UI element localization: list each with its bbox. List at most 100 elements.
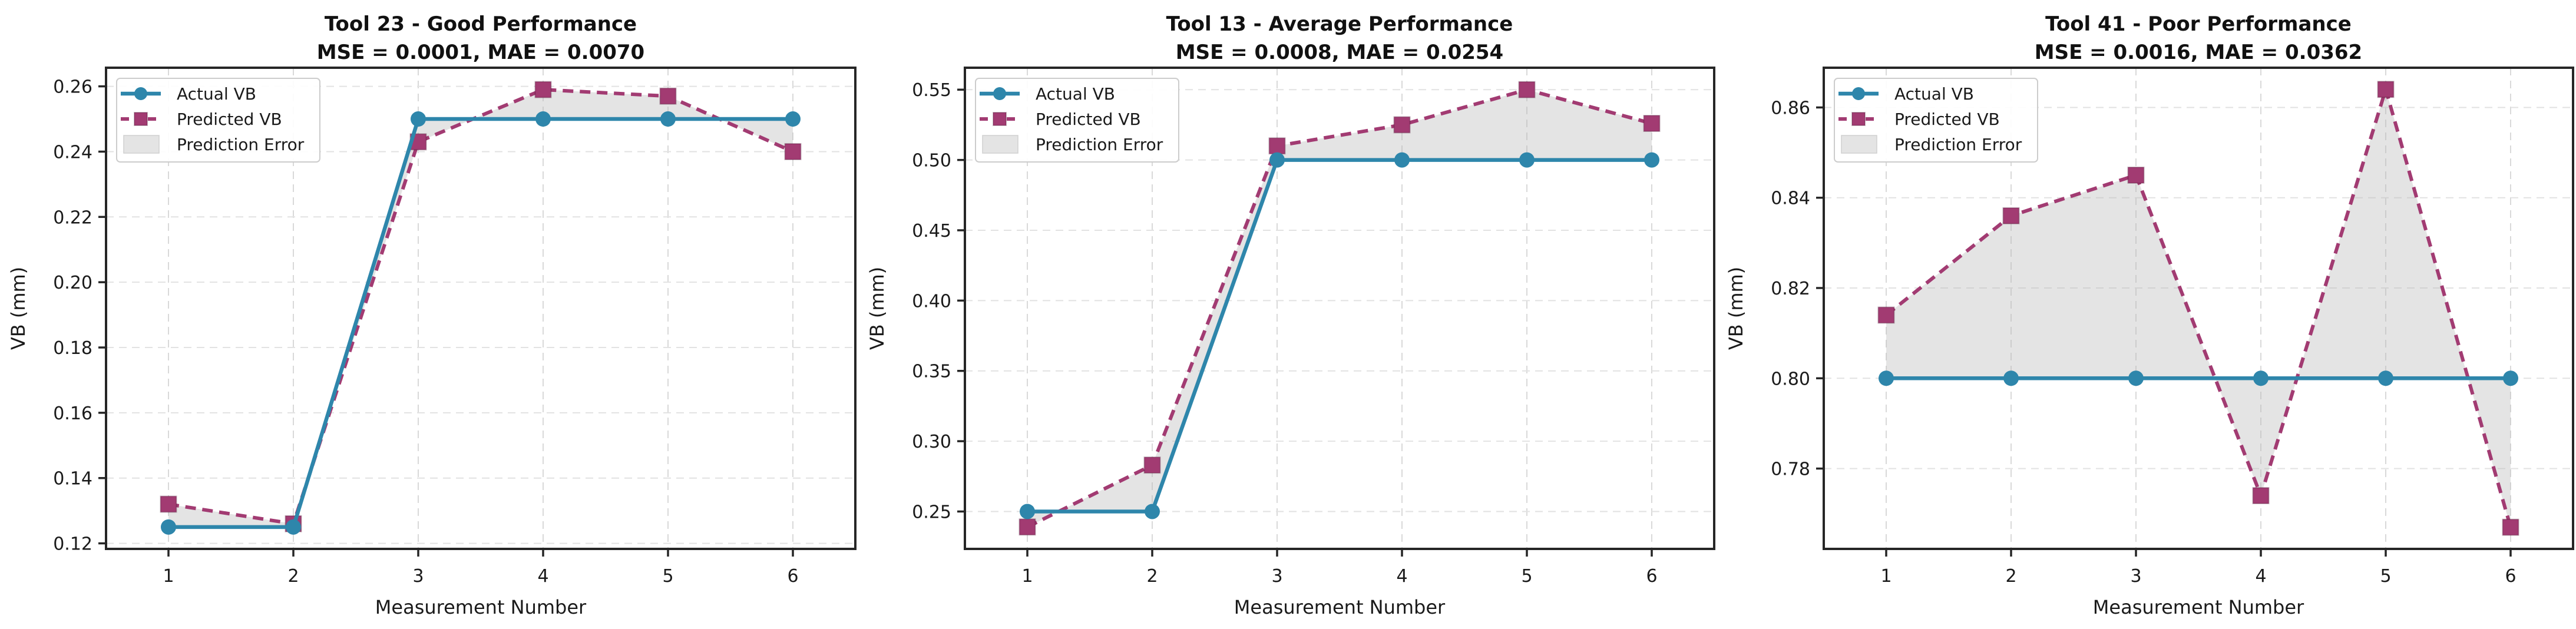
x-tick-label: 6 — [1646, 566, 1657, 587]
y-tick-label: 0.26 — [53, 77, 92, 98]
legend-error-patch-swatch — [982, 135, 1019, 154]
y-tick-label: 0.20 — [53, 273, 92, 293]
chart-canvas-3: 0.78 0.80 0.82 0.84 0.86 1 2 3 4 5 6 Measurement Nu… — [1725, 12, 2574, 618]
predicted-vb-marker — [1643, 115, 1661, 133]
legend-label-error: Prediction Error — [1894, 135, 2022, 154]
predicted-vb-marker — [160, 495, 177, 513]
actual-vb-line — [168, 117, 793, 529]
x-tick-label: 1 — [1880, 566, 1892, 587]
y-axis-label: VB (mm) — [7, 267, 29, 350]
predicted-vb-line — [1885, 83, 2512, 528]
x-tick-label: 2 — [1146, 566, 1158, 587]
actual-vb-line — [1027, 158, 1652, 514]
x-tick-label: 2 — [287, 566, 299, 587]
x-axis-label: Measurement Number — [375, 596, 587, 618]
y-tick-label: 0.45 — [912, 221, 951, 241]
x-tick-label: 5 — [1521, 566, 1532, 587]
legend: Actual VB Predicted VB Prediction Error — [116, 78, 320, 163]
chart-canvas-2: 0.25 0.30 0.35 0.40 0.45 0.50 0.55 1 2 3 4 5 6 Measur… — [866, 12, 1715, 618]
x-tick-label: 4 — [1396, 566, 1407, 587]
x-axis-label: Measurement Number — [1234, 596, 1446, 618]
legend-box — [1834, 78, 2038, 163]
y-tick-label: 0.25 — [912, 502, 951, 522]
legend-box — [116, 78, 320, 163]
x-tick-label: 1 — [1021, 566, 1033, 587]
chart-title: Tool 23 - Good Performance — [325, 12, 637, 36]
y-tick-label: 0.84 — [1771, 188, 1810, 209]
chart-title: Tool 41 - Poor Performance — [2045, 12, 2352, 36]
legend-predicted-marker-swatch — [1851, 112, 1866, 126]
x-tick-label: 5 — [2380, 566, 2391, 587]
actual-vb-marker — [161, 519, 176, 535]
legend-predicted-marker-swatch — [993, 112, 1007, 126]
x-tick-label: 3 — [2130, 566, 2141, 587]
prediction-error-fill — [1886, 89, 2511, 528]
legend-label-actual: Actual VB — [1036, 84, 1115, 104]
legend-actual-marker-swatch — [1852, 87, 1865, 100]
x-tick-label: 3 — [412, 566, 424, 587]
actual-vb-marker — [1145, 504, 1160, 519]
actual-vb-marker — [1020, 504, 1035, 519]
legend-actual-marker-swatch — [134, 87, 147, 100]
y-tick-label: 0.30 — [912, 432, 951, 452]
y-tick-label: 0.22 — [53, 207, 92, 228]
plot-spines — [964, 67, 1715, 550]
actual-vb-marker — [1269, 152, 1285, 168]
predicted-vb-line — [168, 88, 794, 526]
chart-canvas-1: 0.12 0.14 0.16 0.18 0.20 0.22 0.24 0.26 1 2 3 4 5 6 Me… — [7, 12, 857, 618]
legend-label-actual: Actual VB — [177, 84, 256, 104]
x-tick-label: 3 — [1271, 566, 1282, 587]
legend-label-error: Prediction Error — [1036, 135, 1163, 154]
actual-vb-marker — [535, 111, 551, 127]
predicted-vb-marker — [1393, 116, 1411, 134]
predicted-vb-marker — [784, 143, 802, 160]
x-tick-label: 4 — [537, 566, 548, 587]
subplot-tool-13: 0.25 0.30 0.35 0.40 0.45 0.50 0.55 1 2 3 4 5 6 Measur… — [859, 0, 1718, 629]
actual-vb-marker — [2128, 370, 2144, 386]
y-tick-label: 0.24 — [53, 142, 92, 163]
y-tick-label: 0.55 — [912, 80, 951, 101]
x-tick-label: 2 — [2005, 566, 2016, 587]
legend: Actual VB Predicted VB Prediction Error — [1834, 78, 2038, 163]
legend: Actual VB Predicted VB Prediction Error — [975, 78, 1179, 163]
actual-vb-marker — [785, 111, 801, 127]
chart-subtitle: MSE = 0.0008, MAE = 0.0254 — [1176, 41, 1503, 64]
y-tick-label: 0.16 — [53, 403, 92, 424]
legend-label-predicted: Predicted VB — [1894, 110, 2000, 129]
subplot-tool-41: 0.78 0.80 0.82 0.84 0.86 1 2 3 4 5 6 Measurement Nu… — [1718, 0, 2576, 629]
y-tick-label: 0.12 — [53, 534, 92, 555]
actual-vb-marker — [1879, 370, 1894, 386]
predicted-vb-marker — [1518, 81, 1536, 98]
legend-label-predicted: Predicted VB — [1036, 110, 1141, 129]
actual-vb-marker — [411, 111, 426, 127]
y-tick-label: 0.18 — [53, 338, 92, 359]
predicted-vb-marker — [534, 81, 552, 98]
y-tick-label: 0.78 — [1771, 459, 1810, 480]
actual-vb-marker — [2378, 370, 2393, 386]
y-tick-label: 0.35 — [912, 362, 951, 382]
actual-vb-marker — [2253, 370, 2269, 386]
predicted-vb-marker — [659, 87, 677, 105]
x-tick-label: 6 — [787, 566, 798, 587]
y-tick-label: 0.40 — [912, 291, 951, 312]
legend-box — [975, 78, 1179, 163]
chart-subtitle: MSE = 0.0001, MAE = 0.0070 — [317, 41, 644, 64]
predicted-vb-marker — [1143, 456, 1161, 474]
y-axis-label: VB (mm) — [866, 267, 888, 350]
y-tick-label: 0.86 — [1771, 98, 1810, 118]
predicted-vb-marker — [1877, 306, 1895, 324]
y-tick-label: 0.14 — [53, 469, 92, 489]
actual-vb-marker — [1644, 152, 1659, 168]
predicted-vb-marker — [1268, 137, 1286, 155]
legend-error-patch-swatch — [123, 135, 160, 154]
subplot-tool-23: 0.12 0.14 0.16 0.18 0.20 0.22 0.24 0.26 1 2 3 4 5 6 Me… — [0, 0, 859, 629]
actual-vb-marker — [1519, 152, 1535, 168]
chart-title: Tool 13 - Average Performance — [1166, 12, 1513, 36]
actual-vb-marker — [2503, 370, 2518, 386]
predicted-vb-marker — [2502, 518, 2519, 536]
predicted-vb-marker — [2002, 207, 2020, 224]
actual-vb-marker — [2003, 370, 2019, 386]
chart-subtitle: MSE = 0.0016, MAE = 0.0362 — [2035, 41, 2362, 64]
y-axis-label: VB (mm) — [1725, 267, 1747, 350]
plot-spines — [105, 67, 857, 550]
